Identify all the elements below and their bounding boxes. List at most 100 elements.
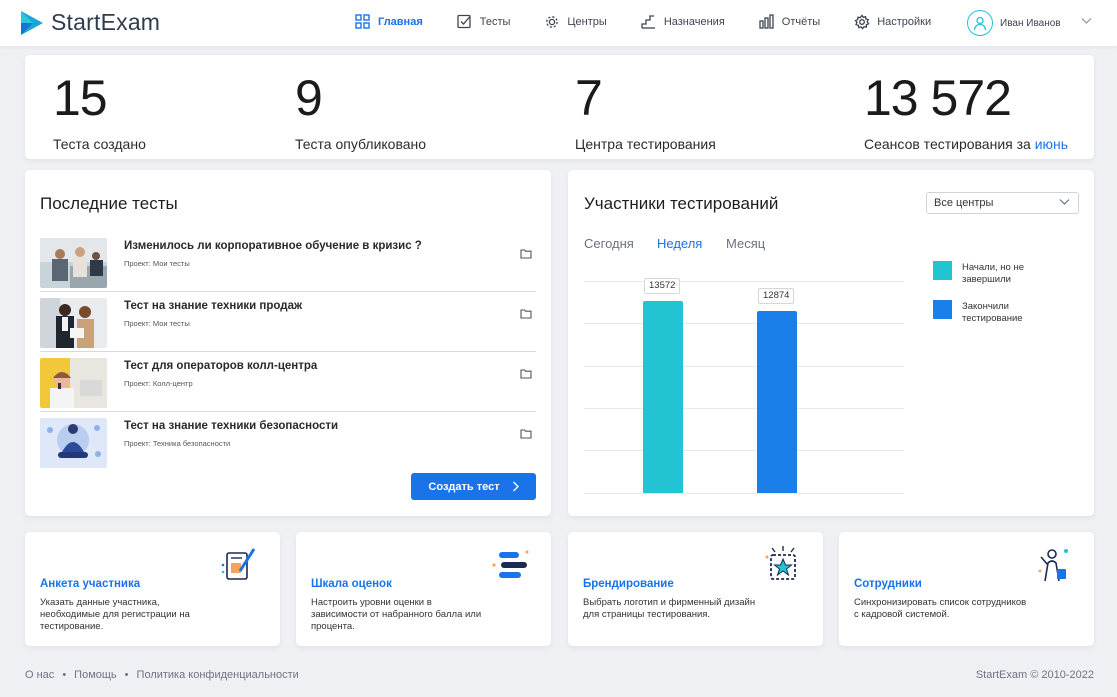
nav-item-assignments[interactable]: Назначения xyxy=(641,14,725,30)
centers-select[interactable]: Все центры xyxy=(926,192,1079,214)
folder-icon[interactable] xyxy=(520,368,532,379)
stat-value: 13 572 xyxy=(864,70,1012,126)
bar-label-started: 13572 xyxy=(644,278,681,294)
feature-desc: Выбрать логотип и фирменный дизайн для с… xyxy=(583,597,756,620)
star-frame-icon xyxy=(765,546,796,580)
test-title: Тест на знание техники безопасности xyxy=(124,420,339,432)
stat-sessions: 13 572 Сеансов тестирования за июнь xyxy=(864,71,1068,152)
bar-started xyxy=(643,301,683,493)
feature-card-grading-scale[interactable]: Шкала оценок Настроить уровни оценки в з… xyxy=(296,532,551,646)
feature-desc: Настроить уровни оценки в зависимости от… xyxy=(311,597,482,632)
user-icon xyxy=(973,16,987,31)
nav-item-tests[interactable]: Тесты xyxy=(457,14,510,30)
stats-card: 15 Теста создано 9 Теста опубликовано 7 … xyxy=(25,55,1094,159)
legend-label-finished: Закончили тестирование xyxy=(962,301,1023,324)
test-project: Проект: Мои тесты xyxy=(124,319,190,328)
list-item[interactable]: Изменилось ли корпоративное обучение в к… xyxy=(40,232,536,292)
chevron-right-icon xyxy=(512,481,519,492)
test-title: Тест для операторов колл-центра xyxy=(124,360,318,372)
folder-icon[interactable] xyxy=(520,308,532,319)
nav-label: Настройки xyxy=(877,16,932,28)
stat-value: 7 xyxy=(575,70,603,126)
gear-icon xyxy=(544,14,560,30)
bar-label-finished: 12874 xyxy=(758,288,795,304)
test-title: Изменилось ли корпоративное обучение в к… xyxy=(124,240,422,252)
feature-title: Брендирование xyxy=(583,578,674,590)
folder-icon[interactable] xyxy=(520,428,532,439)
user-menu[interactable]: Иван Иванов xyxy=(967,10,1061,36)
feature-card-participant-form[interactable]: Анкета участника Указать данные участник… xyxy=(25,532,280,646)
steps-icon xyxy=(641,14,657,30)
stat-tests-created: 15 Теста создано xyxy=(53,71,146,152)
test-thumbnail xyxy=(40,418,107,468)
gridline xyxy=(584,408,904,409)
legend-swatch-finished xyxy=(933,300,952,319)
list-item[interactable]: Тест для операторов колл-центра Проект: … xyxy=(40,352,536,412)
footer-link-privacy[interactable]: Политика конфиденциальности xyxy=(136,669,299,681)
user-name: Иван Иванов xyxy=(1000,17,1061,29)
centers-select-value: Все центры xyxy=(934,197,994,209)
feature-card-employees[interactable]: Сотрудники Синхронизировать список сотру… xyxy=(839,532,1094,646)
footer-copyright: StartExam © 2010-2022 xyxy=(975,669,1094,681)
footer-link-help[interactable]: Помощь xyxy=(74,669,117,681)
nav-item-reports[interactable]: Отчёты xyxy=(759,14,820,30)
nav-item-home[interactable]: Главная xyxy=(355,14,423,30)
top-header: StartExam Главная Тесты Центры Назначени… xyxy=(0,0,1117,46)
stat-label-row: Сеансов тестирования за июнь xyxy=(864,136,1068,152)
tab-today[interactable]: Сегодня xyxy=(584,236,634,251)
nav-item-centers[interactable]: Центры xyxy=(544,14,607,30)
stat-label: Теста опубликовано xyxy=(295,136,427,152)
tab-month[interactable]: Месяц xyxy=(726,236,766,251)
footer-link-about[interactable]: О нас xyxy=(25,669,55,681)
nav-label: Главная xyxy=(378,16,423,28)
create-test-label: Создать тест xyxy=(428,480,500,493)
list-item[interactable]: Тест на знание техники безопасности Прое… xyxy=(40,412,536,472)
nav-label: Назначения xyxy=(663,16,725,28)
stat-test-centers: 7 Центра тестирования xyxy=(575,71,716,152)
gridline xyxy=(584,493,904,494)
form-pen-icon xyxy=(221,548,256,580)
logo-mark-icon xyxy=(21,10,43,35)
create-test-button[interactable]: Создать тест xyxy=(411,473,536,500)
gridline xyxy=(584,323,904,324)
feature-card-branding[interactable]: Брендирование Выбрать логотип и фирменны… xyxy=(568,532,823,646)
employee-icon xyxy=(1038,549,1068,582)
tab-week[interactable]: Неделя xyxy=(657,236,703,251)
avatar[interactable] xyxy=(967,10,993,36)
stat-value: 9 xyxy=(295,70,323,126)
gridline xyxy=(584,366,904,367)
footer-separator: • xyxy=(62,669,67,681)
footer-separator: • xyxy=(124,669,129,681)
bar-chart-icon xyxy=(759,14,775,30)
test-thumbnail xyxy=(40,358,107,408)
chevron-down-icon[interactable] xyxy=(1081,17,1092,25)
test-thumbnail xyxy=(40,298,107,348)
list-item[interactable]: Тест на знание техники продаж Проект: Мо… xyxy=(40,292,536,352)
checkbox-icon xyxy=(457,14,473,30)
chevron-down-icon xyxy=(1059,199,1070,205)
month-link[interactable]: июнь xyxy=(1034,136,1069,152)
recent-tests-title: Последние тесты xyxy=(40,194,178,213)
settings-icon xyxy=(854,14,870,30)
nav-item-settings[interactable]: Настройки xyxy=(854,14,931,30)
stat-value: 15 xyxy=(53,70,108,126)
folder-icon[interactable] xyxy=(520,248,532,259)
nav-label: Центры xyxy=(567,16,607,28)
footer-links: О нас • Помощь • Политика конфиденциальн… xyxy=(25,669,299,681)
main-nav: Главная Тесты Центры Назначения Отчёты xyxy=(355,14,965,30)
scale-bars-icon xyxy=(492,550,529,578)
participants-title: Участники тестирований xyxy=(584,194,779,213)
feature-desc: Указать данные участника, необходимые дл… xyxy=(40,597,190,632)
stat-label: Сеансов тестирования за xyxy=(864,136,1031,152)
logo[interactable]: StartExam xyxy=(20,9,160,36)
gridline xyxy=(584,450,904,451)
legend-swatch-started xyxy=(933,261,952,280)
test-title: Тест на знание техники продаж xyxy=(124,300,303,312)
test-project: Проект: Колл-центр xyxy=(124,379,193,388)
nav-label: Отчёты xyxy=(781,16,821,28)
test-project: Проект: Мои тесты xyxy=(124,259,190,268)
gridline xyxy=(584,281,904,282)
brand-name: StartExam xyxy=(51,9,161,35)
feature-title: Сотрудники xyxy=(854,578,922,590)
test-thumbnail xyxy=(40,238,107,288)
